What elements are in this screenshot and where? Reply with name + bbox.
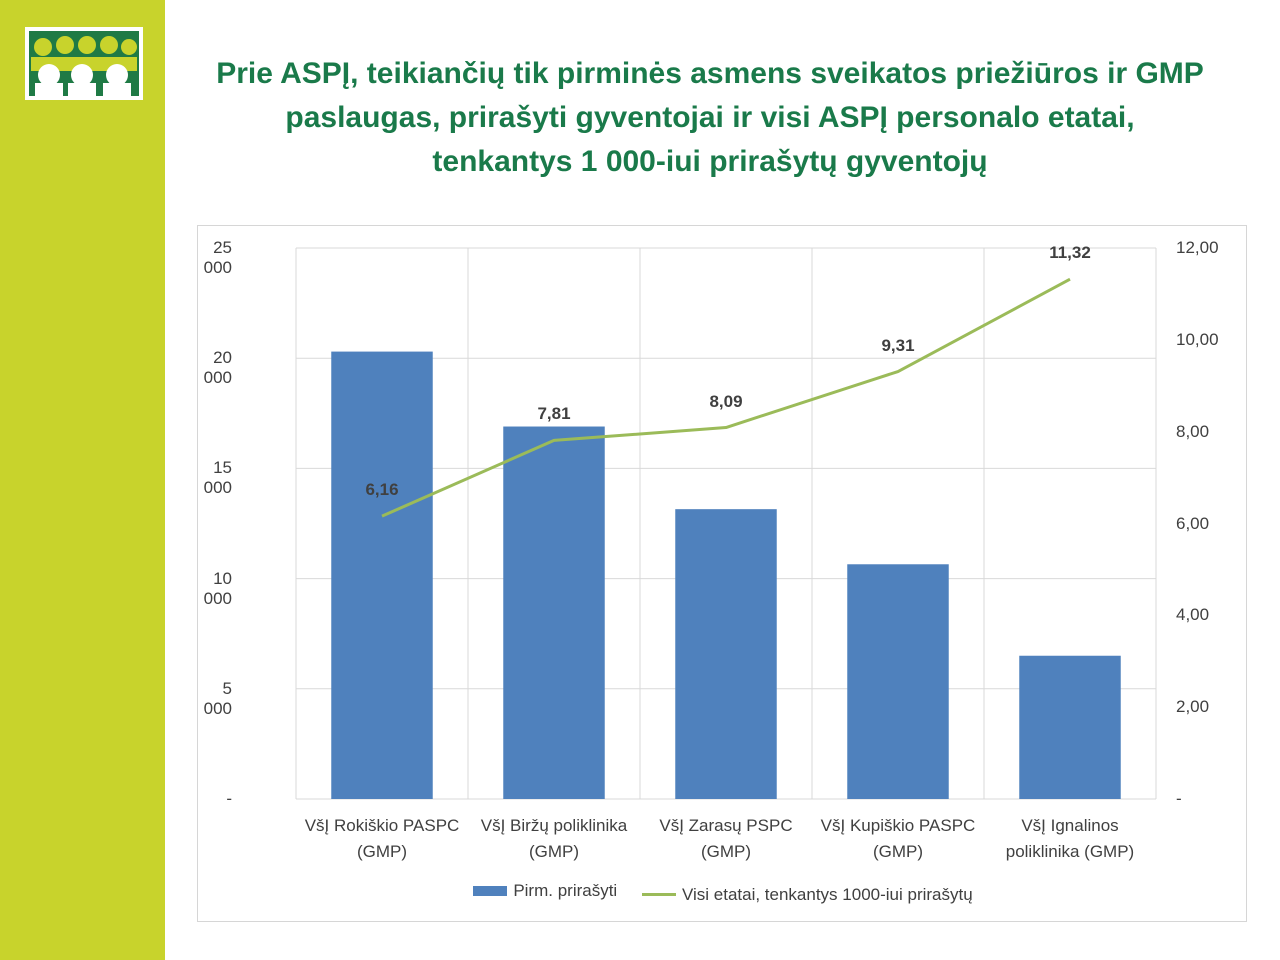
legend-label-bars: Pirm. prirašyti [513,881,618,900]
chart-plot [295,247,1157,800]
right-axis-tick-label: 12,00 [1176,238,1219,257]
category-label-line: poliklinika (GMP) [1005,842,1135,861]
legend-swatch-line [641,893,676,896]
line-series [381,277,1071,518]
category-label-line: (GMP) [356,842,408,861]
category-label-line: VšĮ Ignalinos [1021,816,1119,835]
right-axis-tick-label: 8,00 [1176,421,1210,441]
category-label-line: VšĮ Zarasų PSPC [659,816,793,835]
title-line-3: tenkantys 1 000-iui prirašytų gyventojų [432,145,988,178]
right-axis-tick-label: 4,00 [1176,605,1210,625]
category-label-line: VšĮ Rokiškio PASPC [304,816,460,835]
right-axis-tick-label: 6,00 [1176,513,1210,533]
line-data-label: 8,09 [709,391,743,411]
bar [675,509,777,799]
page-title: Prie ASPĮ, teikiančių tik pirminės asmen… [150,52,1270,184]
legend-label-line: Visi etatai, tenkantys 1000-iui prirašyt… [681,884,973,904]
chart-legend: Pirm. prirašyti Visi etatai, tenkantys 1… [198,881,1248,905]
category-label-line: (GMP) [528,842,580,861]
category-label-line: (GMP) [700,842,752,861]
logo-icon [25,27,143,100]
category-label: VšĮ Rokiškio PASPC (GMP) [296,813,468,865]
category-label: VšĮ Biržų poliklinika (GMP) [468,813,640,865]
left-axis-tick-label: 10 000 [203,568,232,608]
sidebar-band [0,0,165,960]
line-data-label: 6,16 [365,480,399,500]
title-line-1: Prie ASPĮ, teikiančių tik pirminės asmen… [216,57,1204,90]
right-axis-tick-label: 2,00 [1176,697,1210,717]
left-axis-tick-label: - [226,789,232,808]
line-data-label: 11,32 [1049,243,1091,263]
category-label-line: VšĮ Kupiškio PASPC [820,816,976,835]
category-label-line: VšĮ Biržų poliklinika [480,816,628,835]
bar [331,351,433,799]
bar [847,564,949,799]
legend-item-line: Visi etatai, tenkantys 1000-iui prirašyt… [641,884,973,905]
legend-swatch-bar [473,886,508,896]
title-line-2: paslaugas, prirašyti gyventojai ir visi … [285,101,1135,134]
right-axis-tick-label: 10,00 [1176,329,1219,349]
line-data-label: 7,81 [537,404,571,424]
bar [503,426,605,799]
category-label: VšĮ Kupiškio PASPC (GMP) [812,813,984,865]
category-label-line: (GMP) [872,842,924,861]
left-axis-tick-label: 25 000 [203,238,232,277]
right-axis-tick-label: - [1176,789,1182,808]
category-label: VšĮ Ignalinos poliklinika (GMP) [984,813,1156,865]
left-axis-tick-label: 15 000 [203,458,232,498]
chart-container: Pirm. prirašyti Visi etatai, tenkantys 1… [197,225,1247,922]
left-axis-tick-label: 20 000 [203,348,232,388]
line-data-label: 9,31 [881,335,915,355]
bar [1019,655,1121,799]
legend-item-bars: Pirm. prirašyti [473,881,617,901]
category-label: VšĮ Zarasų PSPC (GMP) [640,813,812,865]
left-axis-tick-label: 5 000 [203,678,232,718]
